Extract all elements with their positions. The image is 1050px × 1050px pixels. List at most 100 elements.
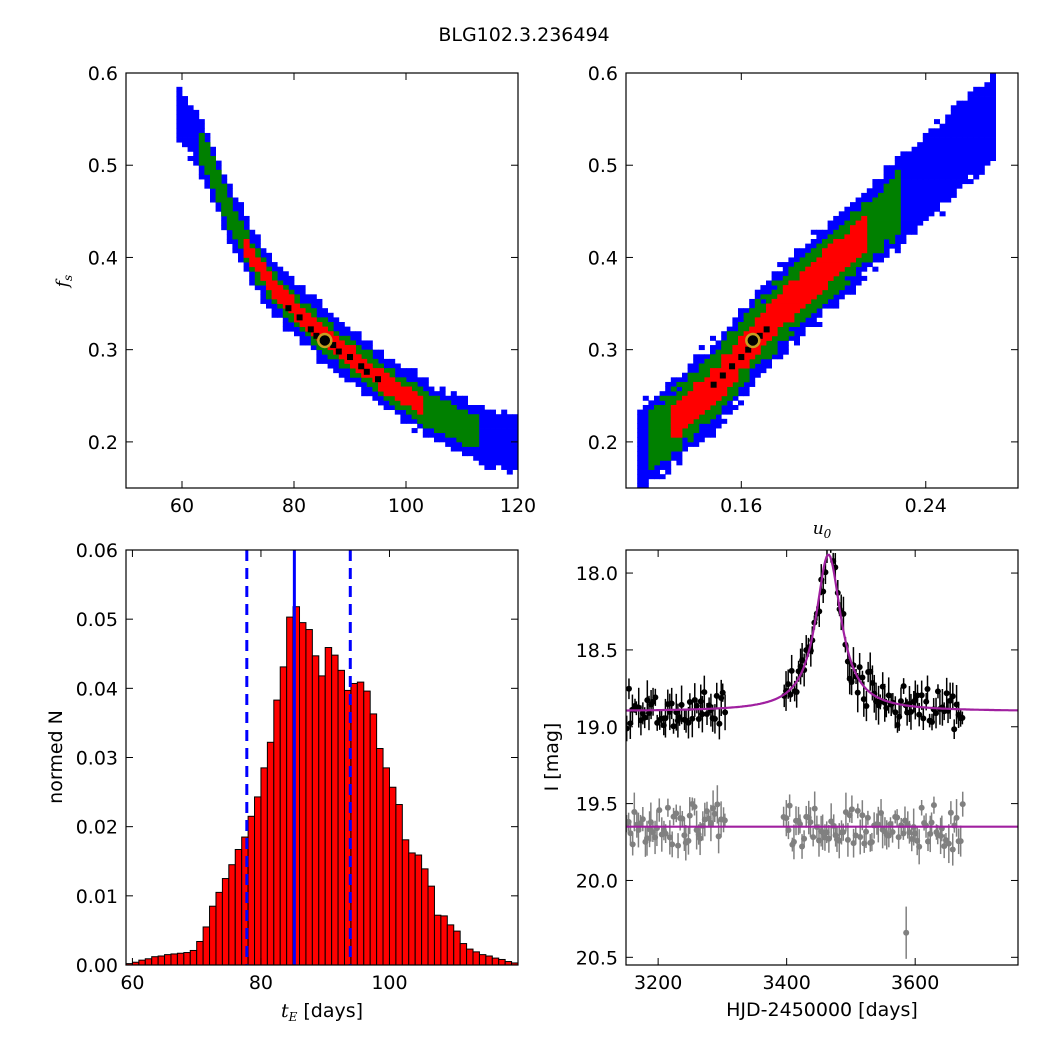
- heatmap-cell-2-sigma: [883, 225, 890, 231]
- heatmap-cell-2-sigma: [676, 441, 683, 447]
- heatmap-cell-2-sigma: [462, 437, 468, 443]
- heatmap-cell-3-sigma: [715, 418, 722, 424]
- heatmap-cell-2-sigma: [782, 331, 789, 337]
- best-cell: [307, 326, 314, 333]
- y-tick-label: 0.5: [588, 155, 618, 177]
- data-point: [860, 696, 867, 703]
- heatmap-cell-2-sigma: [889, 188, 896, 194]
- heatmap-cell-3-sigma: [249, 234, 256, 240]
- data-point: [863, 703, 870, 710]
- heatmap-cell-2-sigma: [232, 225, 239, 231]
- heatmap-cell-1-sigma: [400, 386, 407, 392]
- heatmap-cell-3-sigma: [665, 386, 672, 392]
- residuals-point: [629, 841, 636, 848]
- heatmap-cell-3-sigma: [333, 322, 340, 328]
- heatmap-cell-2-sigma: [872, 248, 879, 254]
- best-cell: [763, 326, 770, 333]
- heatmap-cell-3-sigma: [411, 428, 418, 434]
- heatmap-cell-2-sigma: [805, 262, 812, 268]
- heatmap-cell-3-sigma: [187, 105, 194, 111]
- heatmap-cell-1-sigma: [310, 322, 317, 328]
- heatmap-cell-3-sigma: [922, 165, 929, 171]
- heatmap-cell-3-sigma: [978, 105, 985, 111]
- heatmap-cell-1-sigma: [810, 266, 817, 272]
- heatmap-cell-1-sigma: [372, 372, 379, 378]
- heatmap-cell-3-sigma: [754, 289, 761, 295]
- heatmap-cell-1-sigma: [822, 248, 828, 254]
- heatmap-cell-2-sigma: [648, 455, 655, 461]
- heatmap-cell-2-sigma: [894, 220, 901, 226]
- heatmap-cell-3-sigma: [383, 400, 390, 406]
- x-tick-label: 0.24: [905, 495, 947, 517]
- histogram-bar: [491, 957, 500, 966]
- heatmap-cell-2-sigma: [243, 229, 250, 235]
- heatmap-cell-2-sigma: [889, 179, 896, 185]
- heatmap-cell-3-sigma: [984, 142, 991, 148]
- heatmap-cell-2-sigma: [204, 160, 211, 166]
- heatmap-cell-2-sigma: [277, 280, 284, 286]
- heatmap-cell-3-sigma: [305, 298, 312, 304]
- heatmap-cell-2-sigma: [383, 368, 390, 374]
- heatmap-cell-3-sigma: [490, 414, 496, 420]
- heatmap-cell-3-sigma: [939, 211, 946, 217]
- heatmap-cell-3-sigma: [990, 123, 996, 129]
- heatmap-cell-2-sigma: [299, 303, 306, 309]
- heatmap-cell-3-sigma: [484, 418, 491, 424]
- heatmap-cell-3-sigma: [400, 418, 407, 424]
- heatmap-cell-2-sigma: [682, 432, 688, 438]
- heatmap-cell-3-sigma: [299, 340, 306, 346]
- heatmap-cell-3-sigma: [833, 298, 840, 304]
- heatmap-cell-3-sigma: [777, 262, 784, 268]
- heatmap-cell-1-sigma: [844, 239, 851, 245]
- heatmap-cell-3-sigma: [967, 179, 974, 185]
- heatmap-cell-3-sigma: [467, 405, 474, 411]
- heatmap-cell-3-sigma: [478, 437, 485, 443]
- heatmap-cell-1-sigma: [243, 252, 250, 258]
- histogram-bar: [221, 878, 230, 966]
- heatmap-cell-3-sigma: [782, 262, 789, 268]
- heatmap-cell-3-sigma: [642, 437, 649, 443]
- heatmap-cell-3-sigma: [176, 100, 183, 106]
- heatmap-cell-2-sigma: [698, 372, 705, 378]
- heatmap-cell-1-sigma: [288, 294, 295, 300]
- heatmap-cell-3-sigma: [833, 220, 840, 226]
- residuals-point: [721, 817, 728, 824]
- heatmap-cell-2-sigma: [659, 395, 666, 401]
- heatmap-cell-3-sigma: [911, 179, 918, 185]
- heatmap-cell-3-sigma: [238, 215, 244, 221]
- data-point: [701, 689, 708, 696]
- heatmap-cell-2-sigma: [805, 257, 812, 263]
- heatmap-cell-3-sigma: [715, 345, 722, 351]
- heatmap-cell-1-sigma: [322, 326, 328, 332]
- heatmap-cell-3-sigma: [338, 326, 345, 332]
- heatmap-cell-3-sigma: [462, 451, 468, 457]
- heatmap-cell-3-sigma: [945, 165, 952, 171]
- heatmap-cell-3-sigma: [193, 160, 200, 166]
- heatmap-cell-2-sigma: [894, 179, 901, 185]
- heatmap-cell-3-sigma: [642, 451, 649, 457]
- heatmap-cell-3-sigma: [732, 395, 739, 401]
- heatmap-cell-3-sigma: [962, 114, 968, 120]
- residuals-point: [945, 840, 952, 847]
- x-tick-label: 100: [388, 495, 424, 517]
- heatmap-cell-3-sigma: [754, 368, 761, 374]
- heatmap-cell-3-sigma: [866, 197, 873, 203]
- heatmap-cell-2-sigma: [462, 414, 468, 420]
- heatmap-cell-2-sigma: [355, 349, 362, 355]
- heatmap-cell-2-sigma: [456, 414, 463, 420]
- heatmap-cell-3-sigma: [855, 197, 862, 203]
- data-point: [951, 726, 958, 733]
- histogram-bar: [485, 955, 493, 966]
- data-point: [907, 708, 914, 715]
- heatmap-cell-2-sigma: [450, 428, 457, 434]
- heatmap-cell-1-sigma: [850, 229, 856, 235]
- heatmap-cell-3-sigma: [799, 248, 806, 254]
- heatmap-cell-3-sigma: [490, 460, 496, 466]
- heatmap-cell-3-sigma: [310, 294, 317, 300]
- heatmap-cell-3-sigma: [928, 132, 935, 138]
- heatmap-cell-3-sigma: [698, 423, 705, 429]
- heatmap-cell-3-sigma: [978, 109, 985, 115]
- heatmap-cell-3-sigma: [805, 248, 812, 254]
- heatmap-cell-3-sigma: [221, 225, 228, 231]
